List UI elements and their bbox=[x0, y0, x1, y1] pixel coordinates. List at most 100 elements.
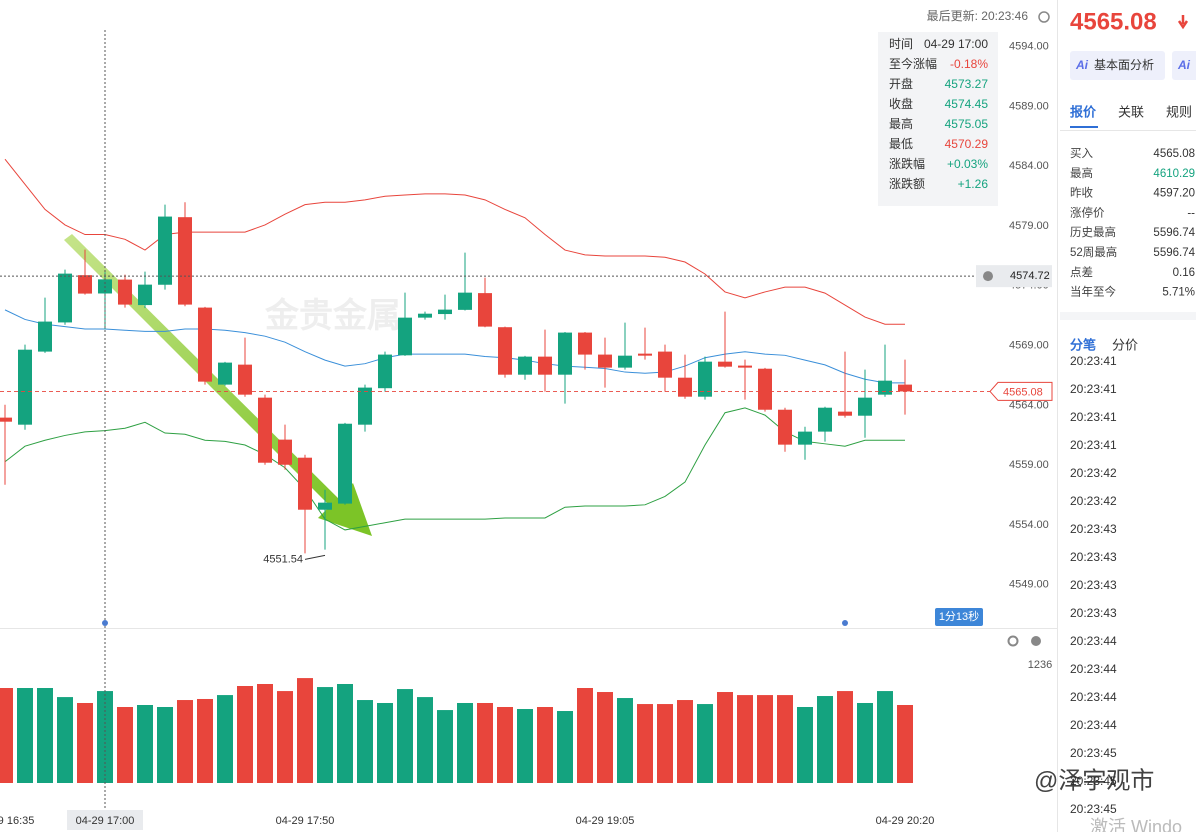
tick-time: 20:23:43 bbox=[1070, 550, 1117, 564]
tab[interactable]: 报价 bbox=[1070, 104, 1097, 119]
candle-body bbox=[718, 361, 732, 367]
volume-tick-label: 1236 bbox=[1028, 659, 1052, 671]
tick-time: 20:23:44 bbox=[1070, 662, 1117, 676]
quote-label: 历史最高 bbox=[1070, 225, 1116, 239]
sidebar-price: 4565.08 bbox=[1070, 8, 1157, 35]
candle-body bbox=[898, 384, 912, 392]
quote-value: 4565.08 bbox=[1153, 148, 1195, 160]
volume-bar bbox=[317, 687, 333, 783]
volume-bar bbox=[277, 691, 293, 783]
quote-label: 当年至今 bbox=[1070, 285, 1116, 299]
tick-time: 20:23:41 bbox=[1070, 354, 1117, 368]
volume-bar bbox=[157, 707, 173, 783]
volume-bar bbox=[557, 711, 573, 783]
candle-body bbox=[538, 356, 552, 375]
band-line bbox=[4, 407, 905, 531]
tick-time: 20:23:43 bbox=[1070, 606, 1117, 620]
quote-label: 买入 bbox=[1070, 147, 1093, 160]
candle-body bbox=[178, 217, 192, 305]
tooltip-value: 04-29 17:00 bbox=[924, 37, 988, 51]
tick-time: 20:23:44 bbox=[1070, 690, 1117, 704]
ai-button[interactable] bbox=[1070, 51, 1165, 80]
candle-body bbox=[698, 361, 712, 397]
volume-bar bbox=[477, 702, 493, 783]
y-tick-label: 4579.00 bbox=[1009, 220, 1049, 232]
tooltip-label: 涨跌额 bbox=[889, 176, 925, 191]
tooltip-label: 收盘 bbox=[889, 96, 913, 111]
candle-body bbox=[238, 364, 252, 395]
tick-time: 20:23:45 bbox=[1070, 746, 1117, 760]
watermark-logo: 金贵金属 bbox=[264, 296, 401, 335]
refresh-icon[interactable] bbox=[1038, 11, 1050, 23]
volume-bar bbox=[637, 704, 653, 783]
candle-body bbox=[138, 284, 152, 306]
tab[interactable]: 关联 bbox=[1118, 104, 1144, 119]
volume-bar bbox=[237, 686, 253, 783]
candle-body bbox=[58, 273, 72, 323]
candle-body bbox=[598, 354, 612, 368]
low-label: 4551.54 bbox=[263, 553, 303, 565]
tab-underline bbox=[1070, 126, 1098, 128]
close-icon[interactable] bbox=[1031, 636, 1041, 646]
author-watermark: @泽宇观市 bbox=[1034, 767, 1154, 794]
x-tick-label: 04-29 19:05 bbox=[576, 815, 635, 827]
subtab[interactable]: 分笔 bbox=[1070, 337, 1096, 352]
tab[interactable]: 规则 bbox=[1166, 104, 1192, 119]
candle-body bbox=[358, 387, 372, 425]
quote-label: 昨收 bbox=[1070, 186, 1093, 200]
tick-time: 20:23:44 bbox=[1070, 634, 1117, 648]
volume-bar bbox=[537, 707, 553, 783]
ai-icon: Ai bbox=[1075, 58, 1089, 72]
candle-body bbox=[638, 353, 652, 356]
candle-body bbox=[118, 279, 132, 305]
sidebar-gap bbox=[1060, 312, 1196, 320]
quote-value: 4610.29 bbox=[1153, 168, 1195, 180]
volume-bar bbox=[257, 683, 273, 783]
volume-bar bbox=[377, 702, 393, 783]
y-tick-label: 4554.00 bbox=[1009, 519, 1049, 531]
volume-bar bbox=[77, 702, 93, 783]
tooltip-label: 涨跌幅 bbox=[889, 156, 925, 171]
x-tick-label: 04-29 17:00 bbox=[76, 815, 135, 827]
tick-time: 20:23:42 bbox=[1070, 466, 1117, 480]
quote-label: 最高 bbox=[1070, 166, 1093, 180]
volume-bar bbox=[617, 698, 633, 783]
ai-button[interactable] bbox=[1172, 51, 1196, 80]
tick-time: 20:23:41 bbox=[1070, 382, 1117, 396]
countdown: 1分13秒 bbox=[939, 609, 979, 623]
volume-bar bbox=[57, 697, 73, 783]
candle-body bbox=[658, 351, 672, 378]
y-tick-label: 4594.00 bbox=[1009, 40, 1049, 52]
tick-time: 20:23:44 bbox=[1070, 718, 1117, 732]
x-tick-label: 04-29 20:20 bbox=[876, 815, 935, 827]
volume-bar bbox=[657, 704, 673, 783]
x-label-highlight bbox=[67, 810, 143, 830]
volume-bar bbox=[137, 705, 153, 783]
settings-icon[interactable] bbox=[1007, 635, 1019, 647]
volume-bar bbox=[797, 707, 813, 783]
quote-value: -- bbox=[1187, 207, 1195, 219]
tooltip-value: 4570.29 bbox=[945, 137, 989, 151]
volume-bar bbox=[197, 698, 213, 783]
y-tick-label: 4564.00 bbox=[1009, 399, 1049, 411]
quote-label: 点差 bbox=[1070, 265, 1093, 279]
volume-bar bbox=[357, 700, 373, 783]
candle-body bbox=[0, 417, 12, 422]
tick-time: 20:23:41 bbox=[1070, 438, 1117, 452]
volume-bar bbox=[717, 692, 733, 783]
volume-bar bbox=[597, 692, 613, 783]
volume-bar bbox=[37, 688, 53, 783]
tooltip-label: 开盘 bbox=[889, 76, 913, 91]
subtab[interactable]: 分价 bbox=[1112, 337, 1138, 352]
ai-button-label: 基本面分析 bbox=[1094, 58, 1154, 72]
candle-body bbox=[158, 216, 172, 285]
tooltip-label: 最高 bbox=[889, 116, 913, 131]
volume-bar bbox=[757, 695, 773, 783]
low-pointer bbox=[304, 554, 326, 560]
tooltip-value: 4574.45 bbox=[945, 97, 989, 111]
tooltip-label: 至今涨幅 bbox=[889, 56, 937, 71]
volume-bar bbox=[777, 695, 793, 783]
marker-dot bbox=[102, 620, 108, 626]
candle-body bbox=[458, 292, 472, 310]
tick-time: 20:23:43 bbox=[1070, 522, 1117, 536]
